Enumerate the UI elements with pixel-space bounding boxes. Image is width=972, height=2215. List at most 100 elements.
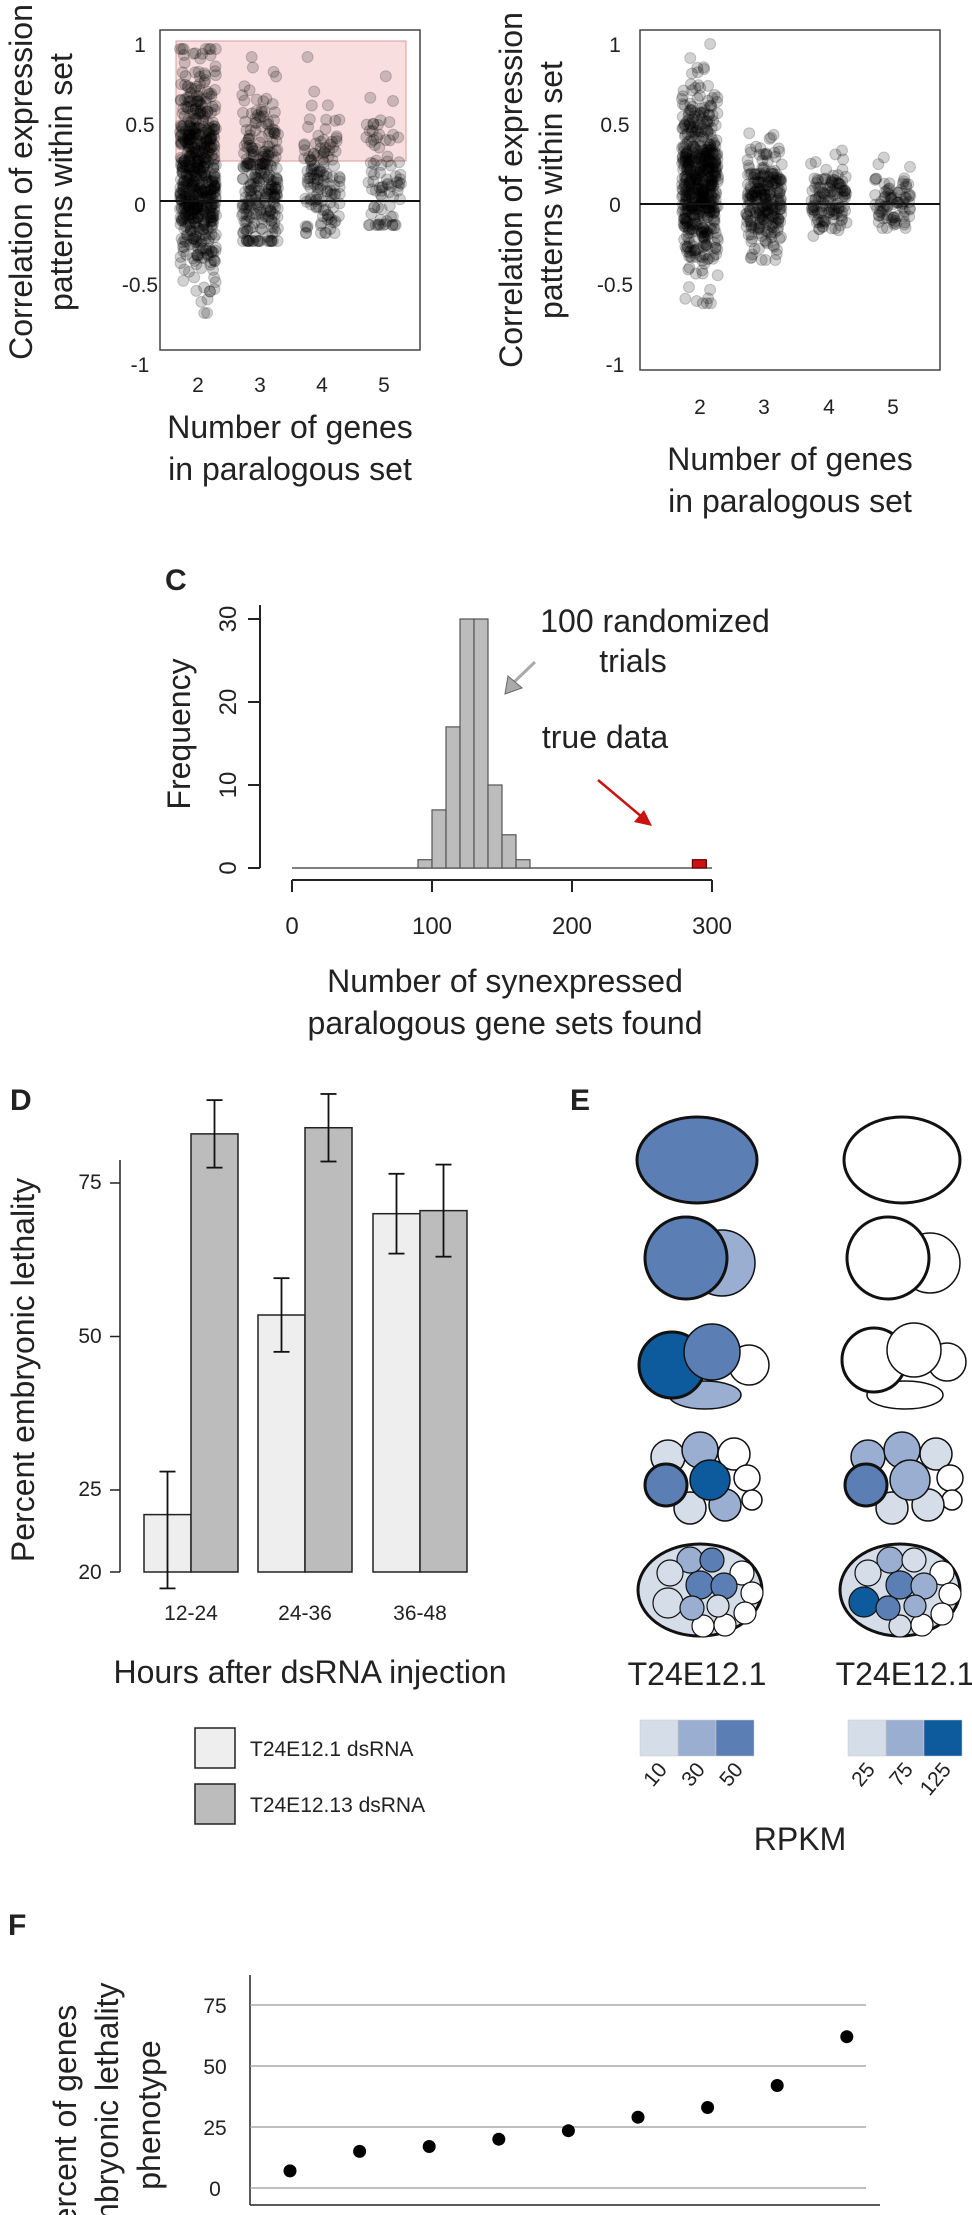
- data-point: [253, 184, 266, 197]
- data-point: [181, 205, 193, 218]
- data-point: [255, 167, 267, 180]
- panel-b-ytick: 0.5: [600, 114, 629, 137]
- data-point: [679, 292, 692, 305]
- data-point: [268, 106, 281, 119]
- data-point: [197, 204, 210, 217]
- data-point: [239, 202, 252, 215]
- data-point: [177, 185, 190, 197]
- data-point: [206, 100, 219, 113]
- data-point: [184, 132, 196, 145]
- data-point: [176, 107, 189, 120]
- data-point: [694, 107, 707, 120]
- data-point: [208, 152, 221, 165]
- cell: [903, 1594, 927, 1618]
- data-point: [208, 123, 220, 136]
- data-point: [203, 127, 216, 140]
- panel-c-ytick: 10: [215, 772, 242, 799]
- panel-b-ytick: 0: [609, 194, 621, 217]
- data-point: [240, 158, 253, 171]
- data-point: [326, 171, 339, 183]
- data-point: [178, 233, 191, 246]
- data-point: [703, 204, 716, 217]
- data-point: [245, 183, 258, 196]
- cell: [885, 1570, 915, 1600]
- data-point: [178, 175, 191, 188]
- data-point: [197, 203, 210, 216]
- data-point: [197, 223, 210, 236]
- data-point: [836, 144, 848, 157]
- data-point: [244, 124, 257, 136]
- data-point: [326, 153, 339, 166]
- data-point: [188, 216, 201, 229]
- data-point: [193, 128, 206, 141]
- cell: [699, 1547, 725, 1573]
- data-point: [193, 70, 206, 83]
- data-point: [177, 155, 190, 168]
- panel-a-frame: [159, 29, 421, 351]
- data-point: [207, 158, 220, 171]
- data-point: [187, 180, 200, 192]
- data-point: [198, 67, 211, 80]
- data-point: [262, 171, 275, 184]
- data-point: [188, 203, 201, 215]
- data-point: [179, 209, 192, 222]
- data-point: [261, 140, 274, 153]
- histogram-bar: [459, 618, 475, 869]
- data-point: [311, 181, 324, 194]
- data-point: [261, 158, 274, 171]
- data-point: [199, 169, 211, 182]
- data-point: [252, 153, 265, 166]
- data-point: [775, 208, 788, 221]
- data-point: [183, 208, 195, 221]
- data-point: [191, 248, 204, 261]
- data-point: [209, 100, 222, 112]
- data-point: [208, 185, 220, 198]
- panel-d-ytick: 25: [78, 1478, 101, 1501]
- data-point: [187, 212, 200, 225]
- data-point: [204, 211, 217, 224]
- data-point: [177, 133, 190, 146]
- data-point: [210, 209, 222, 222]
- data-point: [187, 212, 200, 225]
- data-point: [316, 178, 329, 191]
- data-point: [196, 176, 209, 189]
- histogram-bar: [473, 618, 489, 869]
- data-point: [765, 226, 778, 239]
- data-point: [207, 161, 220, 174]
- data-point: [269, 180, 282, 193]
- data-point: [187, 163, 200, 176]
- data-point: [317, 156, 330, 169]
- data-point: [184, 116, 197, 129]
- data-point: [208, 167, 221, 180]
- data-point: [191, 251, 204, 263]
- panel-b-ylabel-1: Correlation of expression: [493, 12, 529, 368]
- data-point: [268, 208, 281, 221]
- data-point: [308, 85, 321, 98]
- data-point: [178, 191, 191, 204]
- data-point: [314, 135, 327, 148]
- data-point: [208, 120, 221, 133]
- panel-e-label: E: [570, 1084, 590, 1117]
- data-point: [891, 196, 904, 209]
- data-point: [206, 211, 219, 224]
- data-point: [324, 138, 337, 151]
- data-point: [770, 2079, 784, 2092]
- data-point: [835, 209, 848, 222]
- data-point: [194, 105, 207, 118]
- data-point: [208, 283, 221, 295]
- data-point: [262, 210, 275, 223]
- data-point: [707, 222, 720, 235]
- data-point: [330, 132, 343, 145]
- cell: [656, 1559, 684, 1587]
- data-point: [325, 213, 338, 226]
- data-point: [253, 187, 266, 200]
- panel-c-label: C: [165, 564, 187, 597]
- data-point: [260, 117, 273, 130]
- data-point: [240, 235, 253, 247]
- data-point: [255, 106, 268, 119]
- data-point: [393, 176, 406, 189]
- data-point: [198, 218, 211, 231]
- data-point: [268, 124, 281, 137]
- data-point: [189, 102, 202, 115]
- data-point: [322, 177, 335, 190]
